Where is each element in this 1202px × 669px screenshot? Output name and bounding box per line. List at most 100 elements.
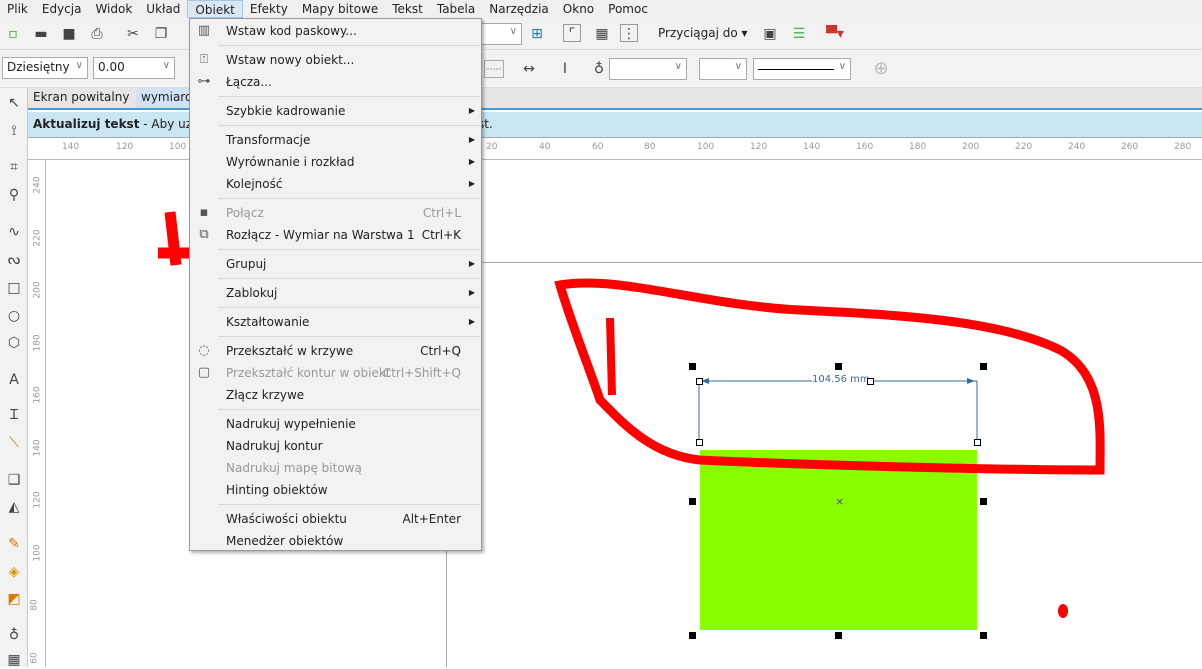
line-style-select[interactable]: ∨ — [753, 58, 851, 80]
launcher-icon[interactable]: ▀▾ — [826, 26, 844, 42]
arrow-select[interactable]: ∨ — [699, 58, 747, 80]
text-position-icon[interactable]: ·⋯· — [484, 60, 504, 78]
menu-item-grupuj[interactable]: Grupuj ▶ — [190, 253, 481, 275]
tab-welcome[interactable]: Ekran powitalny — [33, 90, 130, 104]
mesh-fill-icon[interactable]: ▦ — [7, 652, 21, 668]
new-document-icon[interactable]: ▫ — [8, 26, 18, 42]
menu-9[interactable]: Narzędzia — [489, 2, 549, 16]
guidelines-icon[interactable]: ⋮ — [620, 24, 638, 42]
menu-item-kolejno[interactable]: Kolejność ▶ — [190, 173, 481, 195]
connector-tool-icon[interactable]: ⟍ — [9, 435, 19, 451]
menu-7[interactable]: Tekst — [392, 2, 423, 16]
eyedropper-icon[interactable]: ✎ — [8, 536, 20, 552]
menu-1[interactable]: Edycja — [41, 2, 82, 16]
menu-2[interactable]: Widok — [95, 2, 133, 16]
menu-item-z-cz-krzywe[interactable]: Złącz krzywe — [190, 384, 481, 406]
ruler-tick-label: 20 — [486, 142, 498, 152]
menu-separator — [218, 125, 480, 126]
dimension-text-icon[interactable]: ↔ — [523, 61, 535, 77]
ellipse-tool-icon[interactable]: ○ — [7, 308, 21, 324]
smart-fill-icon[interactable]: ◩ — [7, 591, 21, 607]
transparency-icon[interactable]: ◭ — [8, 499, 20, 515]
submenu-arrow-icon: ▶ — [468, 317, 475, 326]
selection-handle[interactable] — [835, 632, 842, 639]
extension-lines-icon[interactable]: Ⅰ — [562, 61, 568, 77]
selection-handle[interactable] — [980, 363, 987, 370]
menu-11[interactable]: Pomoc — [608, 2, 648, 16]
menu-item-przekszta-kontur-w-obiekt[interactable]: ▢ Przekształć kontur w obiekt Ctrl+Shift+Q — [190, 362, 481, 384]
zoom-tool-icon[interactable]: ⚲ — [8, 187, 20, 203]
selection-handle[interactable] — [980, 632, 987, 639]
save-icon[interactable]: ■ — [62, 26, 76, 42]
menu-item-po-cz[interactable]: ▪ Połącz Ctrl+L — [190, 202, 481, 224]
vertical-ruler[interactable]: 240 220 200 180 160 140 120 100 80 60 — [28, 160, 46, 667]
full-screen-icon[interactable]: ⊞ — [531, 26, 543, 42]
menu-3[interactable]: Układ — [146, 2, 181, 16]
selection-handle[interactable] — [835, 363, 842, 370]
menu-item-label: Właściwości obiektu — [226, 512, 347, 526]
menu-item-wstaw-kod-paskowy[interactable]: ▥ Wstaw kod paskowy... — [190, 20, 481, 42]
node-handle[interactable] — [974, 439, 981, 446]
menu-item-nadrukuj-map-bitow[interactable]: Nadrukuj mapę bitową — [190, 457, 481, 479]
copy-icon[interactable]: ❐ — [154, 26, 168, 42]
freehand-tool-icon[interactable]: ∿ — [8, 224, 20, 240]
print-icon[interactable]: ⎙ — [91, 26, 103, 42]
menu-item-w-a-ciwo-ci-obiektu[interactable]: Właściwości obiektu Alt+Enter — [190, 508, 481, 530]
open-icon[interactable]: ▬ — [34, 26, 48, 42]
grid-icon[interactable]: ▦ — [595, 26, 609, 42]
units-select[interactable]: Dziesiętny ∨ — [2, 57, 88, 79]
menu-item-hinting-obiekt-w[interactable]: Hinting obiektów — [190, 479, 481, 501]
polygon-tool-icon[interactable]: ⬡ — [7, 335, 21, 351]
menu-item-nadrukuj-kontur[interactable]: Nadrukuj kontur — [190, 435, 481, 457]
menu-item-kszta-towanie[interactable]: Kształtowanie ▶ — [190, 311, 481, 333]
node-handle[interactable] — [696, 378, 703, 385]
drop-shadow-icon[interactable]: ❑ — [7, 472, 21, 488]
options-icon[interactable]: ▣ — [763, 26, 777, 42]
selection-handle[interactable] — [689, 498, 696, 505]
menu-item-label: Przekształć kontur w obiekt — [226, 366, 391, 380]
menu-item-nadrukuj-wype-nienie[interactable]: Nadrukuj wypełnienie — [190, 413, 481, 435]
selection-handle[interactable] — [980, 498, 987, 505]
menu-6[interactable]: Mapy bitowe — [301, 2, 379, 16]
snap-to-dropdown[interactable]: Przyciągaj do ▾ — [658, 26, 748, 40]
crop-tool-icon[interactable]: ⌗ — [10, 159, 18, 175]
node-handle[interactable] — [696, 439, 703, 446]
menu-item-przekszta-w-krzywe[interactable]: ◌ Przekształć w krzywe Ctrl+Q — [190, 340, 481, 362]
selection-handle[interactable] — [689, 632, 696, 639]
outline-width-select[interactable]: ∨ — [609, 58, 687, 80]
menu-8[interactable]: Tabela — [436, 2, 476, 16]
precision-select[interactable]: 0.00 ∨ — [93, 57, 175, 79]
menu-item-szybkie-kadrowanie[interactable]: Szybkie kadrowanie ▶ — [190, 100, 481, 122]
menu-item-cza[interactable]: ⊶ Łącza... — [190, 71, 481, 93]
pick-tool-icon[interactable]: ↖ — [8, 95, 20, 111]
menu-4[interactable]: Obiekt — [187, 0, 243, 18]
outline-pen-tool-icon[interactable]: ♁ — [8, 627, 20, 643]
menu-item-transformacje[interactable]: Transformacje ▶ — [190, 129, 481, 151]
dimension-label[interactable]: 104.56 mm — [812, 374, 870, 385]
menu-item-zablokuj[interactable]: Zablokuj ▶ — [190, 282, 481, 304]
menu-10[interactable]: Okno — [562, 2, 595, 16]
menu-item-roz-cz-wymiar-na-warstwa-1[interactable]: ⧉ Rozłącz - Wymiar na Warstwa 1 Ctrl+K — [190, 224, 481, 246]
menu-item-mened-er-obiekt-w[interactable]: Menedżer obiektów — [190, 530, 481, 552]
menu-item-wyr-wnanie-i-rozk-ad[interactable]: Wyrównanie i rozkład ▶ — [190, 151, 481, 173]
outline-pen-icon[interactable]: ♁ — [593, 61, 605, 77]
menu-0[interactable]: Plik — [7, 2, 28, 16]
cut-icon[interactable]: ✂ — [127, 26, 139, 42]
shape-tool-icon[interactable]: ⟟ — [11, 123, 17, 139]
add-icon[interactable]: ⊕ — [873, 58, 889, 79]
dimension-tool-icon[interactable]: Ɪ — [10, 407, 18, 423]
node-handle[interactable] — [867, 378, 874, 385]
units-value: Dziesiętny — [7, 60, 70, 74]
artistic-media-icon[interactable]: ᔓ — [7, 252, 21, 268]
menu-5[interactable]: Efekty — [249, 2, 288, 16]
rectangle-tool-icon[interactable]: □ — [7, 280, 21, 296]
submenu-arrow-icon: ▶ — [468, 288, 475, 297]
text-tool-icon[interactable]: A — [9, 372, 19, 388]
menu-item-wstaw-nowy-obiekt[interactable]: ⍐ Wstaw nowy obiekt... — [190, 49, 481, 71]
green-rectangle[interactable] — [700, 450, 977, 630]
interactive-fill-icon[interactable]: ◈ — [8, 564, 20, 580]
checklist-icon[interactable]: ☰ — [792, 26, 806, 42]
selection-handle[interactable] — [689, 363, 696, 370]
rulers-icon[interactable]: ⌜ — [563, 24, 581, 42]
ruler-tick-label: 200 — [962, 142, 980, 152]
